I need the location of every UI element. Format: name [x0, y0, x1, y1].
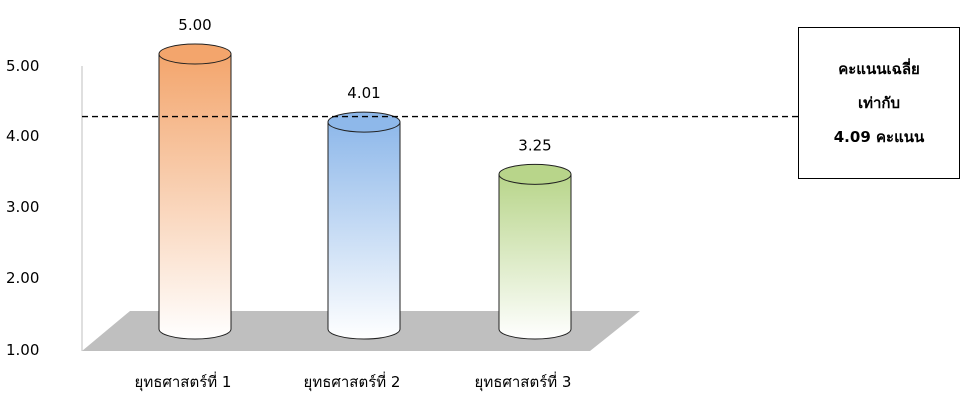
average-value-label: 4.09 คะแนน [833, 128, 925, 146]
y-tick-label: 3.00 [6, 198, 39, 216]
y-tick-label: 5.00 [6, 57, 39, 75]
bar-value-label: 5.00 [178, 16, 211, 34]
average-label: คะแนนเฉลี่ย [838, 60, 920, 78]
bar-2-top [327, 111, 401, 133]
bar-2 [327, 121, 401, 340]
y-tick-label: 1.00 [6, 341, 39, 359]
x-category-label: ยุทธศาสตร์ที่ 2 [304, 371, 401, 392]
bar-1 [158, 53, 232, 340]
bar-1-top [158, 43, 232, 65]
bar-3-top [498, 163, 572, 185]
y-tick-label: 4.00 [6, 127, 39, 145]
y-tick-label: 2.00 [6, 269, 39, 287]
average-equals-label: เท่ากับ [857, 94, 901, 112]
average-annotation-box: คะแนนเฉลี่ย เท่ากับ 4.09 คะแนน [798, 27, 960, 179]
x-category-label: ยุทธศาสตร์ที่ 3 [475, 371, 572, 392]
bar-value-label: 4.01 [347, 84, 380, 102]
bar-3 [498, 173, 572, 340]
x-category-label: ยุทธศาสตร์ที่ 1 [135, 371, 232, 392]
bar-value-label: 3.25 [518, 136, 551, 154]
